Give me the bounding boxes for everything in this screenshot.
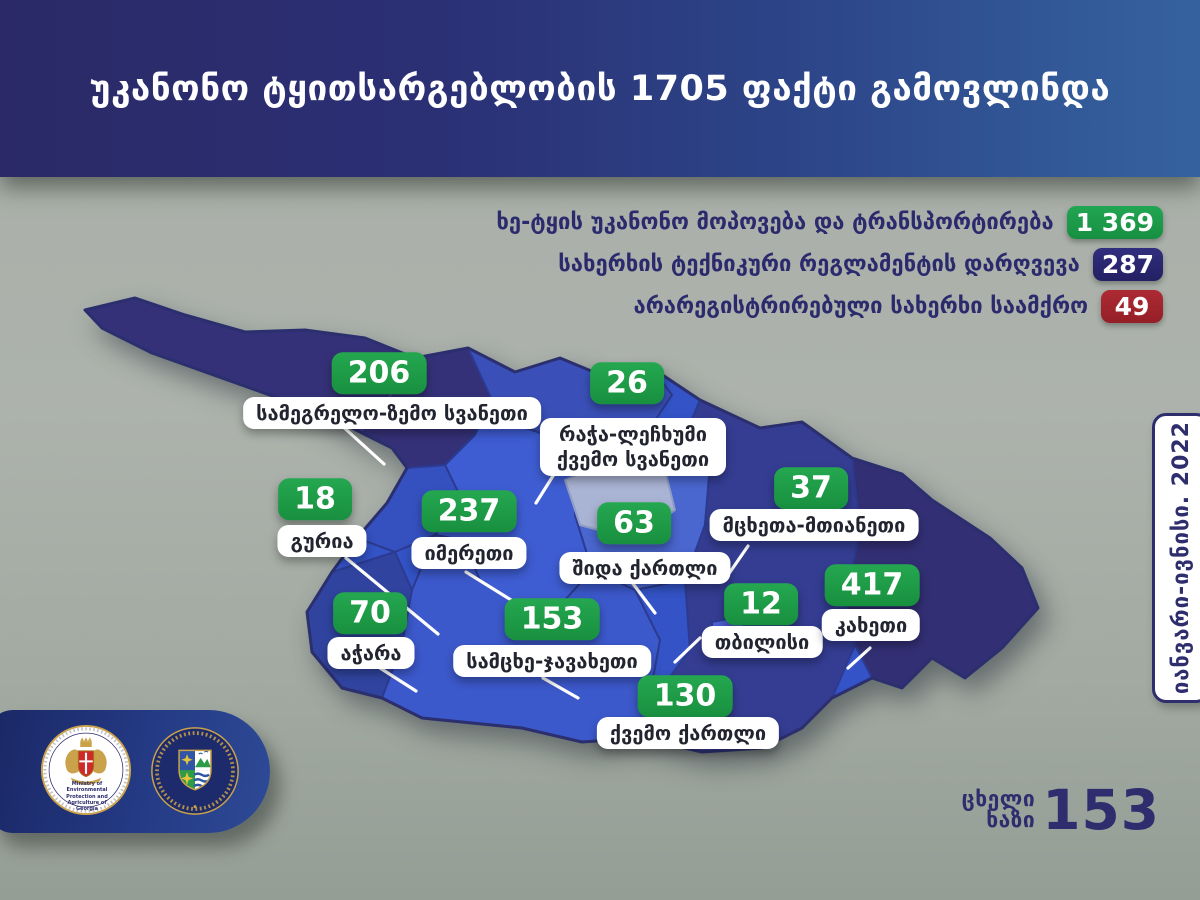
legend-label: არარეგისტრირებული სახერხი საამქრო bbox=[633, 294, 1088, 319]
region-label-tbilisi: თბილისი bbox=[701, 626, 823, 658]
leader-line bbox=[338, 422, 386, 466]
page-title: უკანონო ტყითსარგებლობის 1705 ფაქტი გამოვ… bbox=[89, 68, 1111, 109]
legend-row-sawmill-violation: სახერხის ტექნიკური რეგლამენტის დარღვევა … bbox=[496, 248, 1163, 281]
region-value-badge-racha: 26 bbox=[590, 362, 664, 404]
region-label-shida-kartli: შიდა ქართლი bbox=[559, 552, 731, 584]
legend-row-logging: ხე-ტყის უკანონო მოპოვება და ტრანსპორტირე… bbox=[496, 206, 1163, 239]
region-label-guria: გურია bbox=[277, 525, 367, 557]
region-label-mtskheta: მცხეთა-მთიანეთი bbox=[709, 509, 919, 541]
region-value-badge-shida-kartli: 63 bbox=[597, 502, 671, 544]
legend-value-badge: 49 bbox=[1101, 290, 1163, 323]
logo-ring-text bbox=[155, 731, 235, 811]
leader-line bbox=[378, 666, 418, 693]
leader-line bbox=[846, 646, 872, 670]
region-label-adjara: აჭარა bbox=[327, 637, 415, 669]
shield-quadrants bbox=[179, 750, 211, 790]
seal-ring-text bbox=[43, 727, 129, 813]
region-value-badge-imereti: 237 bbox=[421, 490, 517, 532]
region-label-kakheti: კახეთი bbox=[821, 609, 921, 641]
region-label-kvemo-kartli: ქვემო ქართლი bbox=[596, 717, 780, 749]
map-outline bbox=[83, 296, 1040, 754]
legend-label: სახერხის ტექნიკური რეგლამენტის დარღვევა bbox=[558, 252, 1080, 277]
region-value-badge-kvemo-kartli: 130 bbox=[637, 675, 733, 717]
environmental-supervision-logo bbox=[151, 727, 239, 815]
sun-icon bbox=[181, 754, 193, 766]
legend-label: ხე-ტყის უკანონო მოპოვება და ტრანსპორტირე… bbox=[496, 210, 1054, 235]
region-label-samegrelo: სამეგრელო-ზემო სვანეთი bbox=[243, 397, 541, 429]
ministry-caption: Ministry of Environmental Protection and… bbox=[66, 781, 108, 812]
legend: ხე-ტყის უკანონო მოპოვება და ტრანსპორტირე… bbox=[496, 206, 1163, 332]
hotline-number: 153 bbox=[1042, 778, 1160, 842]
leader-line bbox=[726, 544, 750, 577]
legend-value-badge: 287 bbox=[1092, 248, 1163, 281]
hotline-label: ცხელი ხაზი bbox=[962, 789, 1036, 831]
lion-right-icon bbox=[91, 749, 107, 774]
region-value-badge-mtskheta: 37 bbox=[774, 467, 848, 509]
hotline-word-2: ხაზი bbox=[986, 808, 1036, 833]
region-value-badge-samegrelo: 206 bbox=[331, 352, 427, 394]
legend-row-unregistered-sawmill: არარეგისტრირებული სახერხი საამქრო 49 bbox=[496, 290, 1163, 323]
leader-line bbox=[673, 636, 702, 664]
header-banner: უკანონო ტყითსარგებლობის 1705 ფაქტი გამოვ… bbox=[0, 0, 1200, 177]
region-shape-samegrelo-zemo-svaneti bbox=[85, 298, 493, 469]
region-value-badge-guria: 18 bbox=[278, 478, 352, 520]
leader-line bbox=[541, 676, 580, 700]
coat-of-arms-icon bbox=[65, 737, 107, 785]
region-label-racha: რაჭა-ლეჩხუმი ქვემო სვანეთი bbox=[540, 418, 726, 476]
mountains-icon bbox=[195, 757, 211, 768]
snowflake-icon bbox=[180, 772, 194, 785]
region-value-badge-tbilisi: 12 bbox=[724, 583, 798, 625]
period-text: იანვარი-ივნისი. 2022 bbox=[1168, 421, 1194, 695]
birds-icon bbox=[198, 750, 209, 755]
region-value-badge-samtskhe: 153 bbox=[504, 598, 600, 640]
region-label-imereti: იმერეთი bbox=[411, 537, 527, 569]
ministry-seal-logo bbox=[40, 724, 132, 816]
region-value-badge-kakheti: 417 bbox=[824, 564, 920, 606]
lion-left-icon bbox=[65, 749, 81, 774]
region-value-badge-adjara: 70 bbox=[333, 592, 407, 634]
period-box: იანვარი-ივნისი. 2022 bbox=[1152, 413, 1200, 703]
hotline-block: ცხელი ხაზი 153 bbox=[962, 778, 1160, 842]
legend-value-badge: 1 369 bbox=[1066, 206, 1163, 239]
region-label-samtskhe: სამცხე-ჯავახეთი bbox=[453, 645, 651, 677]
hotline-word-1: ცხელი bbox=[961, 787, 1036, 812]
